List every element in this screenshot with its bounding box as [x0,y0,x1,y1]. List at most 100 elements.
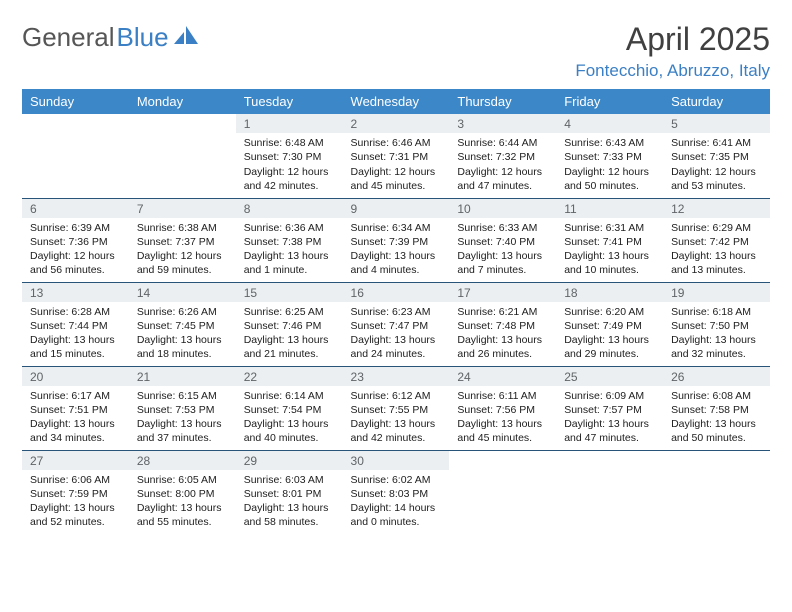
daylight-line: Daylight: 13 hours and 45 minutes. [457,417,548,445]
calendar-cell: 10Sunrise: 6:33 AMSunset: 7:40 PMDayligh… [449,198,556,282]
day-number: 11 [556,199,663,218]
sunrise-line: Sunrise: 6:15 AM [137,389,228,403]
calendar-cell: .. [129,114,236,198]
daylight-line: Daylight: 12 hours and 42 minutes. [244,165,335,193]
day-body: Sunrise: 6:43 AMSunset: 7:33 PMDaylight:… [556,133,663,197]
daylight-line: Daylight: 12 hours and 50 minutes. [564,165,655,193]
sunrise-line: Sunrise: 6:20 AM [564,305,655,319]
daylight-line: Daylight: 12 hours and 53 minutes. [671,165,762,193]
day-number: 28 [129,451,236,470]
calendar-table: Sunday Monday Tuesday Wednesday Thursday… [22,89,770,534]
day-number: 26 [663,367,770,386]
calendar-cell: 4Sunrise: 6:43 AMSunset: 7:33 PMDaylight… [556,114,663,198]
brand-logo: GeneralBlue [22,22,200,53]
calendar-cell: 29Sunrise: 6:03 AMSunset: 8:01 PMDayligh… [236,450,343,534]
sunrise-line: Sunrise: 6:36 AM [244,221,335,235]
sunset-line: Sunset: 7:55 PM [351,403,442,417]
day-body: Sunrise: 6:39 AMSunset: 7:36 PMDaylight:… [22,218,129,282]
day-number: 4 [556,114,663,133]
day-header: Thursday [449,89,556,114]
sunrise-line: Sunrise: 6:12 AM [351,389,442,403]
calendar-cell: 1Sunrise: 6:48 AMSunset: 7:30 PMDaylight… [236,114,343,198]
day-body: Sunrise: 6:44 AMSunset: 7:32 PMDaylight:… [449,133,556,197]
calendar-cell: .. [22,114,129,198]
sunrise-line: Sunrise: 6:39 AM [30,221,121,235]
sunrise-line: Sunrise: 6:25 AM [244,305,335,319]
sunset-line: Sunset: 8:00 PM [137,487,228,501]
day-header: Tuesday [236,89,343,114]
daylight-line: Daylight: 13 hours and 52 minutes. [30,501,121,529]
day-body: Sunrise: 6:18 AMSunset: 7:50 PMDaylight:… [663,302,770,366]
sunrise-line: Sunrise: 6:34 AM [351,221,442,235]
day-number: 29 [236,451,343,470]
day-body: Sunrise: 6:26 AMSunset: 7:45 PMDaylight:… [129,302,236,366]
brand-sail-icon [174,22,200,53]
daylight-line: Daylight: 13 hours and 4 minutes. [351,249,442,277]
calendar-cell: 22Sunrise: 6:14 AMSunset: 7:54 PMDayligh… [236,366,343,450]
daylight-line: Daylight: 13 hours and 26 minutes. [457,333,548,361]
day-body: Sunrise: 6:02 AMSunset: 8:03 PMDaylight:… [343,470,450,534]
sunset-line: Sunset: 7:53 PM [137,403,228,417]
sunrise-line: Sunrise: 6:09 AM [564,389,655,403]
calendar-body: ....1Sunrise: 6:48 AMSunset: 7:30 PMDayl… [22,114,770,534]
sunrise-line: Sunrise: 6:11 AM [457,389,548,403]
calendar-cell: 6Sunrise: 6:39 AMSunset: 7:36 PMDaylight… [22,198,129,282]
daylight-line: Daylight: 13 hours and 55 minutes. [137,501,228,529]
day-header: Friday [556,89,663,114]
sunset-line: Sunset: 7:58 PM [671,403,762,417]
sunset-line: Sunset: 7:31 PM [351,150,442,164]
calendar-cell: 11Sunrise: 6:31 AMSunset: 7:41 PMDayligh… [556,198,663,282]
sunset-line: Sunset: 7:47 PM [351,319,442,333]
sunrise-line: Sunrise: 6:02 AM [351,473,442,487]
calendar-cell: 14Sunrise: 6:26 AMSunset: 7:45 PMDayligh… [129,282,236,366]
calendar-cell: 20Sunrise: 6:17 AMSunset: 7:51 PMDayligh… [22,366,129,450]
daylight-line: Daylight: 13 hours and 15 minutes. [30,333,121,361]
daylight-line: Daylight: 13 hours and 58 minutes. [244,501,335,529]
daylight-line: Daylight: 13 hours and 18 minutes. [137,333,228,361]
calendar-cell: 18Sunrise: 6:20 AMSunset: 7:49 PMDayligh… [556,282,663,366]
calendar-cell: .. [663,450,770,534]
sunrise-line: Sunrise: 6:31 AM [564,221,655,235]
sunrise-line: Sunrise: 6:41 AM [671,136,762,150]
day-body: Sunrise: 6:15 AMSunset: 7:53 PMDaylight:… [129,386,236,450]
calendar-week-row: 27Sunrise: 6:06 AMSunset: 7:59 PMDayligh… [22,450,770,534]
sunset-line: Sunset: 7:32 PM [457,150,548,164]
sunrise-line: Sunrise: 6:48 AM [244,136,335,150]
sunrise-line: Sunrise: 6:46 AM [351,136,442,150]
sunrise-line: Sunrise: 6:43 AM [564,136,655,150]
day-body: Sunrise: 6:23 AMSunset: 7:47 PMDaylight:… [343,302,450,366]
page: GeneralBlue April 2025 Fontecchio, Abruz… [0,0,792,534]
day-number: 13 [22,283,129,302]
sunset-line: Sunset: 7:57 PM [564,403,655,417]
day-number: 16 [343,283,450,302]
day-body: Sunrise: 6:09 AMSunset: 7:57 PMDaylight:… [556,386,663,450]
day-body: Sunrise: 6:11 AMSunset: 7:56 PMDaylight:… [449,386,556,450]
day-header: Sunday [22,89,129,114]
daylight-line: Daylight: 13 hours and 29 minutes. [564,333,655,361]
daylight-line: Daylight: 12 hours and 45 minutes. [351,165,442,193]
sunrise-line: Sunrise: 6:38 AM [137,221,228,235]
day-number: 21 [129,367,236,386]
day-body: Sunrise: 6:03 AMSunset: 8:01 PMDaylight:… [236,470,343,534]
day-header: Wednesday [343,89,450,114]
day-number: 2 [343,114,450,133]
sunset-line: Sunset: 7:45 PM [137,319,228,333]
day-body: Sunrise: 6:28 AMSunset: 7:44 PMDaylight:… [22,302,129,366]
sunset-line: Sunset: 8:03 PM [351,487,442,501]
sunset-line: Sunset: 7:33 PM [564,150,655,164]
calendar-cell: 25Sunrise: 6:09 AMSunset: 7:57 PMDayligh… [556,366,663,450]
daylight-line: Daylight: 14 hours and 0 minutes. [351,501,442,529]
sunrise-line: Sunrise: 6:33 AM [457,221,548,235]
calendar-cell: 8Sunrise: 6:36 AMSunset: 7:38 PMDaylight… [236,198,343,282]
day-body: Sunrise: 6:05 AMSunset: 8:00 PMDaylight:… [129,470,236,534]
sunset-line: Sunset: 7:46 PM [244,319,335,333]
page-title: April 2025 [575,22,770,57]
day-body: Sunrise: 6:48 AMSunset: 7:30 PMDaylight:… [236,133,343,197]
daylight-line: Daylight: 13 hours and 24 minutes. [351,333,442,361]
day-number: 3 [449,114,556,133]
day-body: Sunrise: 6:12 AMSunset: 7:55 PMDaylight:… [343,386,450,450]
daylight-line: Daylight: 13 hours and 37 minutes. [137,417,228,445]
sunrise-line: Sunrise: 6:28 AM [30,305,121,319]
day-number: 5 [663,114,770,133]
sunrise-line: Sunrise: 6:14 AM [244,389,335,403]
